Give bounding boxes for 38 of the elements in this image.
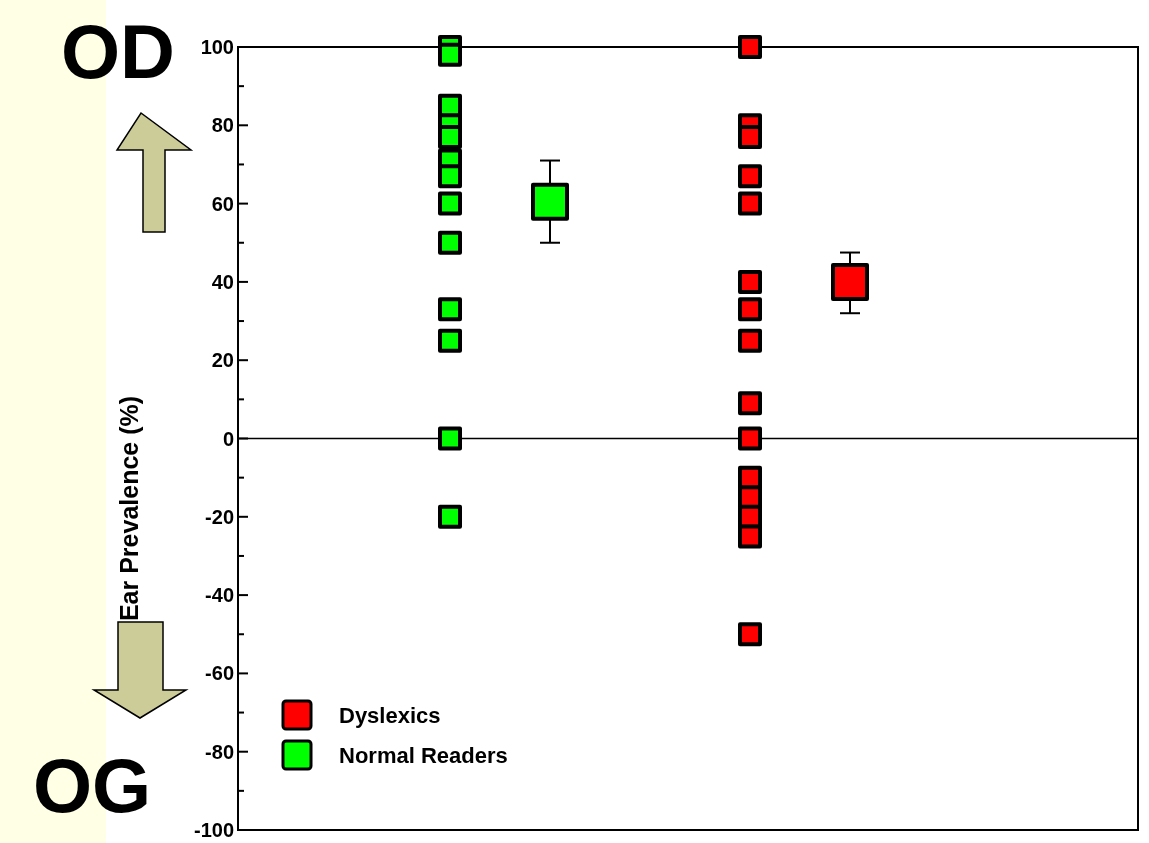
point	[438, 164, 462, 189]
y-tick-label: 0	[222, 427, 234, 450]
point	[438, 125, 462, 150]
y-tick-label: 100	[200, 36, 234, 58]
point	[831, 262, 869, 301]
y-tick-label: 60	[211, 192, 234, 215]
text: OG	[32, 743, 152, 828]
legend-label: Dyslexics	[339, 702, 441, 728]
y-tick-label: -60	[205, 662, 234, 685]
point	[738, 622, 762, 647]
point	[438, 328, 462, 353]
point	[438, 297, 462, 322]
point	[738, 391, 762, 416]
y-tick-label: 80	[211, 114, 234, 137]
point	[738, 35, 762, 59]
point	[738, 297, 762, 322]
y-axis-title: Ear Prevalence (%)	[115, 395, 143, 622]
point	[438, 230, 462, 255]
y-tick-label: 40	[211, 270, 234, 293]
point	[738, 191, 762, 216]
point	[738, 426, 762, 451]
point	[438, 426, 462, 451]
point	[738, 328, 762, 353]
point	[438, 191, 462, 216]
point	[738, 269, 762, 294]
y-tick-label: -40	[205, 584, 234, 607]
point	[438, 42, 462, 67]
point	[738, 164, 762, 189]
y-tick-label: -20	[205, 505, 234, 528]
legend-label: Normal Readers	[339, 742, 508, 768]
point	[738, 125, 762, 150]
text: OD	[61, 9, 175, 94]
y-tick-label: -80	[205, 740, 234, 763]
y-tick-label: 20	[211, 349, 234, 372]
point	[738, 524, 762, 549]
point	[531, 182, 569, 221]
point	[438, 504, 462, 529]
y-tick-label: -100	[193, 819, 234, 841]
